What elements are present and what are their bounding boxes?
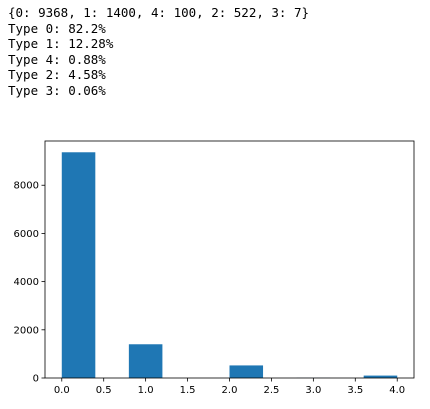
x-tick-label-8: 4.0 (389, 385, 405, 396)
output-line-type-1: Type 1: 12.28% (8, 36, 114, 51)
cell-output: {0: 9368, 1: 1400, 4: 100, 2: 522, 3: 7}… (8, 5, 309, 98)
y-tick-label-0: 0 (33, 374, 39, 385)
output-line-type-4: Type 4: 0.88% (8, 51, 106, 67)
y-tick-label-2: 4000 (14, 277, 39, 288)
bar-9 (363, 375, 398, 378)
y-tick-label-4: 8000 (14, 181, 39, 192)
y-tick-label-1: 2000 (14, 325, 39, 336)
x-tick-label-0: 0.0 (54, 385, 70, 396)
output-line-type-0: Type 0: 82.2% (8, 20, 106, 36)
output-line-type-3: Type 3: 0.06% (8, 82, 106, 98)
x-tick-label-4: 2.0 (222, 385, 238, 396)
x-axis-ticks: 0.0 0.5 1.0 1.5 2.0 2.5 3.0 3.5 4.0 (54, 378, 405, 396)
x-tick-label-2: 1.0 (138, 385, 154, 396)
bar-2 (128, 344, 163, 378)
x-tick-label-1: 0.5 (96, 385, 112, 396)
x-tick-label-7: 3.5 (347, 385, 363, 396)
y-tick-label-3: 6000 (14, 229, 39, 240)
x-tick-label-5: 2.5 (263, 385, 279, 396)
bars-group (61, 152, 398, 378)
bar-0 (61, 152, 96, 378)
output-line-counts: {0: 9368, 1: 1400, 4: 100, 2: 522, 3: 7} (8, 5, 310, 20)
plot-frame (44, 140, 415, 379)
x-tick-label-3: 1.5 (180, 385, 196, 396)
y-axis-ticks: 0 2000 4000 6000 8000 (14, 181, 45, 385)
output-line-type-2: Type 2: 4.58% (8, 67, 106, 82)
x-tick-label-6: 3.0 (305, 385, 321, 396)
bar-5 (229, 365, 264, 378)
